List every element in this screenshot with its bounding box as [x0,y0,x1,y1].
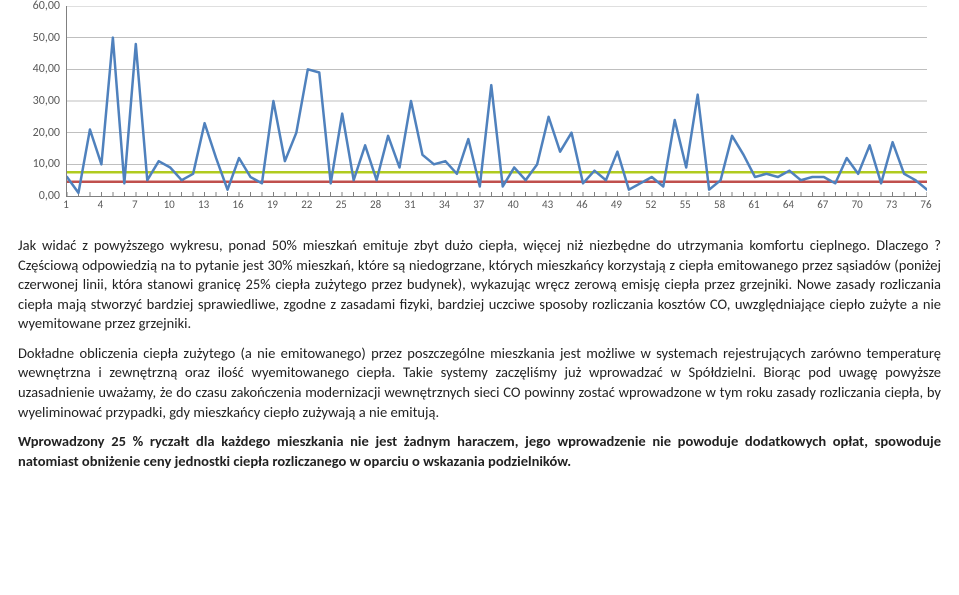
x-tick-label: 10 [164,198,175,211]
emission-chart: 0,0010,0020,0030,0040,0050,0060,00 14710… [18,6,938,226]
x-tick-label: 70 [852,198,863,211]
chart-xticks [67,192,927,196]
x-tick-label: 55 [680,198,691,211]
x-tick-label: 46 [576,198,587,211]
x-tick-label: 43 [542,198,553,211]
y-tick-label: 10,00 [33,157,60,171]
x-tick-label: 64 [783,198,794,211]
y-tick-label: 30,00 [33,94,60,108]
series-line [67,38,927,193]
y-tick-label: 20,00 [33,126,60,140]
x-tick-label: 49 [611,198,622,211]
chart-svg [67,6,927,196]
y-tick-label: 0,00 [39,189,60,203]
x-tick-label: 31 [404,198,415,211]
x-tick-label: 25 [336,198,347,211]
document-page: { "chart": { "type": "line", "ylim": [0,… [0,0,959,497]
x-tick-label: 16 [232,198,243,211]
x-tick-label: 52 [645,198,656,211]
x-tick-label: 34 [439,198,450,211]
x-tick-label: 7 [132,198,138,211]
paragraph-3: Wprowadzony 25 % ryczałt dla każdego mie… [18,432,941,471]
x-tick-label: 19 [267,198,278,211]
y-tick-label: 50,00 [33,31,60,45]
y-tick-label: 60,00 [33,0,60,13]
x-tick-label: 1 [63,198,69,211]
x-tick-label: 67 [817,198,828,211]
x-tick-label: 76 [920,198,931,211]
x-tick-label: 61 [748,198,759,211]
y-tick-label: 40,00 [33,62,60,76]
x-tick-label: 58 [714,198,725,211]
x-tick-label: 37 [473,198,484,211]
paragraph-1: Jak widać z powyższego wykresu, ponad 50… [18,236,941,334]
x-tick-label: 28 [370,198,381,211]
paragraph-2: Dokładne obliczenia ciepła zużytego (a n… [18,344,941,422]
x-tick-label: 4 [98,198,104,211]
x-tick-label: 40 [508,198,519,211]
chart-plot-area [66,6,927,197]
y-axis-labels: 0,0010,0020,0030,0040,0050,0060,00 [18,6,62,196]
x-tick-label: 13 [198,198,209,211]
x-tick-label: 73 [886,198,897,211]
x-tick-label: 22 [301,198,312,211]
x-axis-labels: 1 4 7 10 13 16 19 22 25 28 31 34 37 40 43 46 49 52 55 58 61 6… [66,198,926,218]
